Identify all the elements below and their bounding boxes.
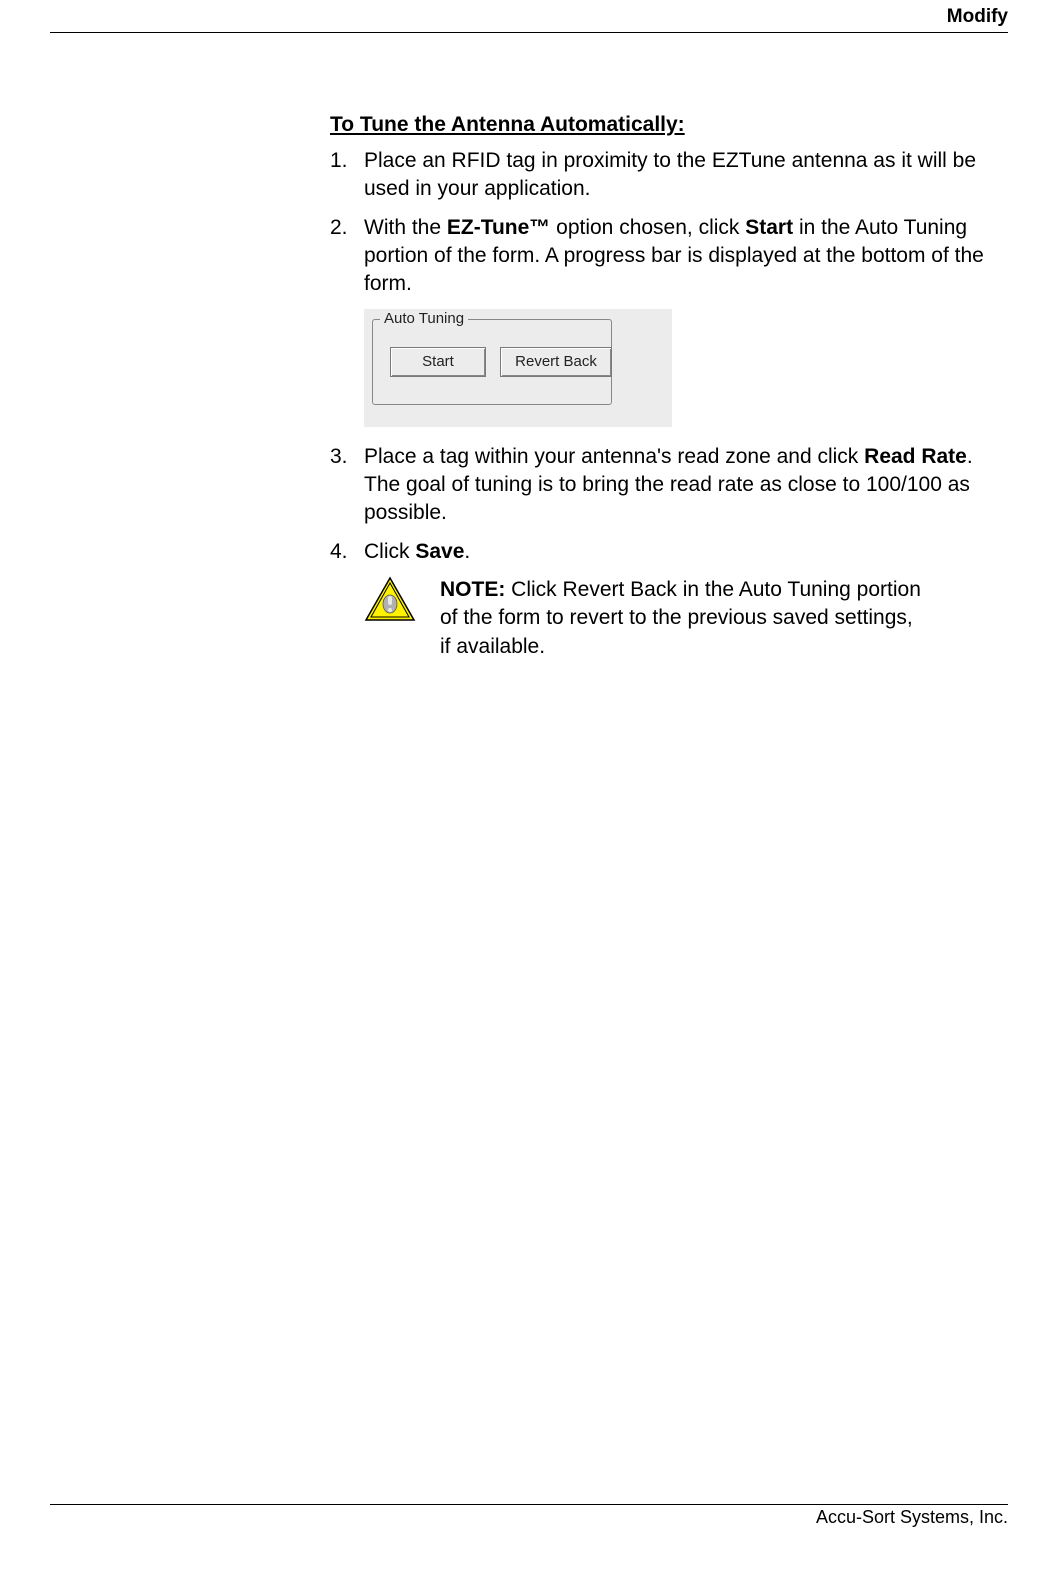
auto-tuning-figure: Auto Tuning Start Revert Back xyxy=(364,309,1008,427)
warning-icon xyxy=(364,576,416,624)
auto-tuning-panel: Auto Tuning Start Revert Back xyxy=(364,309,672,427)
step-3: 3.Place a tag within your antenna's read… xyxy=(330,443,1008,528)
fieldset-label: Auto Tuning xyxy=(380,310,468,327)
note-body: Click Revert Back in the Auto Tuning por… xyxy=(440,578,921,658)
text-segment: . xyxy=(464,540,470,563)
bold-term: EZ-Tune™ xyxy=(447,216,550,239)
step-number: 2. xyxy=(330,214,364,299)
page-footer: Accu-Sort Systems, Inc. xyxy=(50,1504,1008,1528)
step-text: Place an RFID tag in proximity to the EZ… xyxy=(364,147,1008,204)
start-button[interactable]: Start xyxy=(390,347,486,377)
step-1: 1.Place an RFID tag in proximity to the … xyxy=(330,147,1008,204)
note-label: NOTE: xyxy=(440,578,505,601)
header-title: Modify xyxy=(947,6,1008,27)
step-2: 2.With the EZ-Tune™ option chosen, click… xyxy=(330,214,1008,299)
text-segment: Place an RFID tag in proximity to the EZ… xyxy=(364,149,976,200)
section-title: To Tune the Antenna Automatically: xyxy=(330,113,1008,137)
step-text: Click Save. xyxy=(364,538,1008,566)
main-content: To Tune the Antenna Automatically: 1.Pla… xyxy=(330,113,1008,661)
bold-term: Save xyxy=(415,540,464,563)
text-segment: option chosen, click xyxy=(550,216,745,239)
bold-term: Start xyxy=(745,216,793,239)
note-block: NOTE: Click Revert Back in the Auto Tuni… xyxy=(364,576,1008,661)
note-text: NOTE: Click Revert Back in the Auto Tuni… xyxy=(440,576,1008,661)
step-number: 4. xyxy=(330,538,364,566)
step-text: Place a tag within your antenna's read z… xyxy=(364,443,1008,528)
text-segment: Place a tag within your antenna's read z… xyxy=(364,445,864,468)
step-number: 1. xyxy=(330,147,364,204)
footer-text: Accu-Sort Systems, Inc. xyxy=(816,1507,1008,1527)
step-4: 4.Click Save. xyxy=(330,538,1008,566)
text-segment: Click xyxy=(364,540,415,563)
step-number: 3. xyxy=(330,443,364,528)
bold-term: Read Rate xyxy=(864,445,967,468)
button-row: Start Revert Back xyxy=(390,347,612,377)
revert-back-button[interactable]: Revert Back xyxy=(500,347,612,377)
step-text: With the EZ-Tune™ option chosen, click S… xyxy=(364,214,1008,299)
text-segment: With the xyxy=(364,216,447,239)
page-header: Modify xyxy=(50,0,1008,33)
